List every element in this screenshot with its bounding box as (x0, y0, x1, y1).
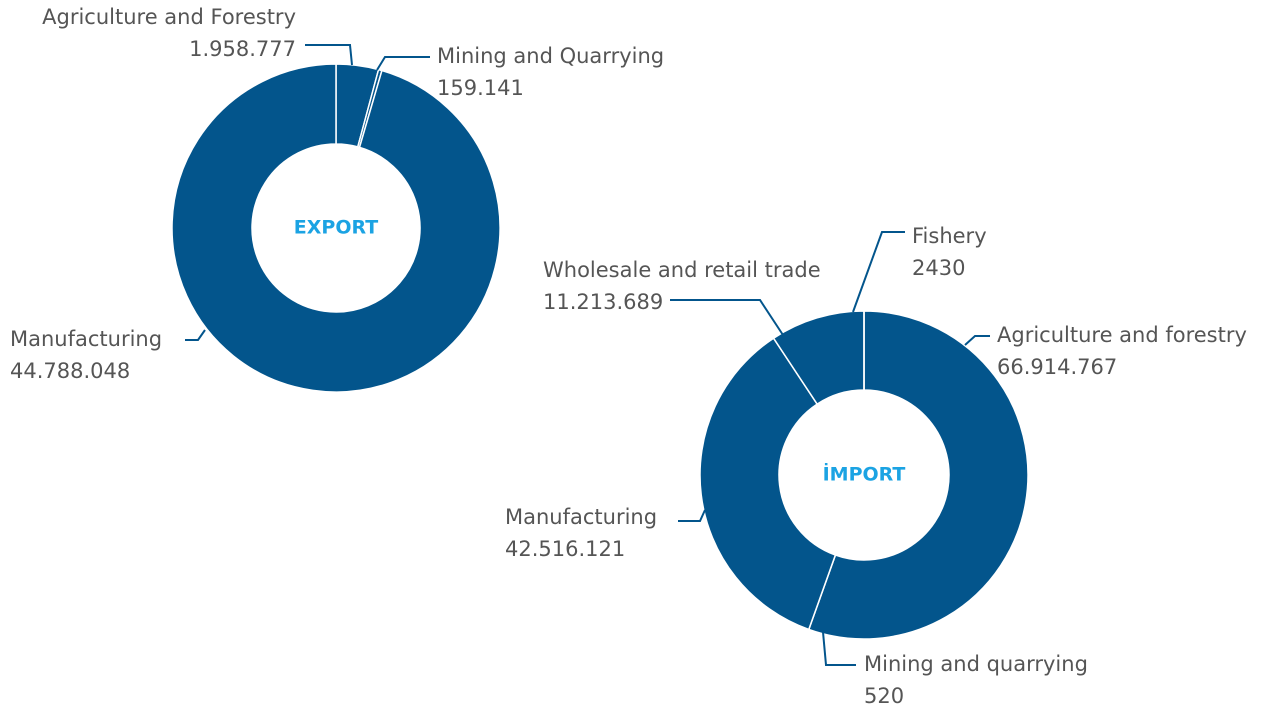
value-label: 1.958.777 (189, 37, 296, 61)
segment-label: Agriculture and forestry (997, 323, 1247, 347)
segment-label: Manufacturing (10, 327, 162, 351)
leader-line (185, 329, 206, 341)
chart-title: EXPORT (294, 217, 378, 239)
value-label: 520 (864, 684, 904, 708)
leader-line (964, 335, 990, 346)
leader-line (670, 299, 784, 336)
value-label: 44.788.048 (10, 359, 130, 383)
value-label: 42.516.121 (505, 537, 625, 561)
segment-label: Mining and Quarrying (437, 44, 664, 68)
segment-label: Agriculture and Forestry (42, 5, 296, 29)
leader-line (305, 44, 353, 66)
donut-hole (252, 144, 420, 312)
segment-label: Manufacturing (505, 505, 657, 529)
segment-label: Fishery (912, 224, 987, 248)
segment-label: Mining and quarrying (864, 652, 1088, 676)
leader-line (852, 231, 905, 313)
leader-line (822, 631, 856, 666)
chart-title: İMPORT (823, 462, 906, 486)
segment-label: Wholesale and retail trade (543, 258, 821, 282)
value-label: 159.141 (437, 76, 524, 100)
donut-hole (779, 390, 949, 560)
value-label: 11.213.689 (543, 290, 663, 314)
value-label: 2430 (912, 256, 965, 280)
leader-line (376, 56, 430, 71)
donut-segment (699, 337, 837, 631)
leader-line (678, 509, 706, 522)
value-label: 66.914.767 (997, 355, 1117, 379)
